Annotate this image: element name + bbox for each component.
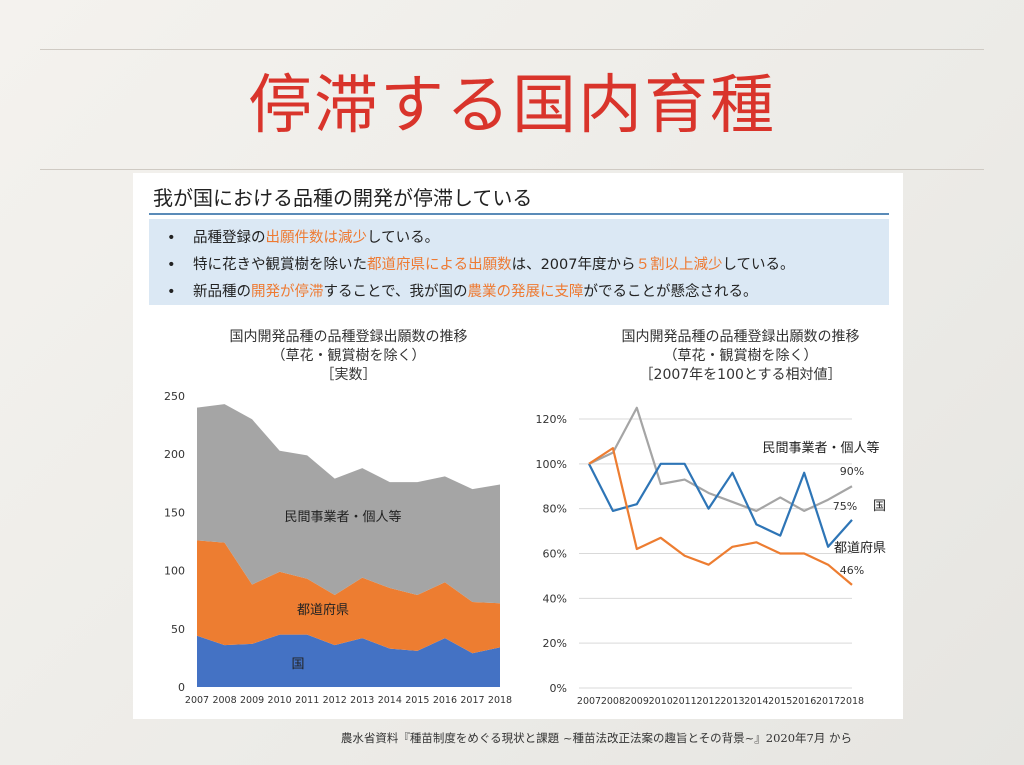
- highlight-text: 都道府県による出願数: [367, 257, 512, 273]
- subtitle-rule: [149, 213, 889, 215]
- chart2-y-tick: 40%: [543, 592, 567, 605]
- chart2-y-tick: 0%: [550, 682, 567, 695]
- chart1-series-label: 都道府県: [297, 603, 349, 618]
- bullet-dot: •: [167, 257, 176, 273]
- chart1-x-tick: 2016: [433, 695, 457, 706]
- chart2-x-tick: 2009: [625, 696, 649, 707]
- chart1-series-label: 民間事業者・個人等: [284, 509, 401, 525]
- chart2-x-tick: 2018: [840, 696, 864, 707]
- chart2-end-label: 75%: [833, 500, 857, 513]
- content-panel: 我が国における品種の開発が停滞している • 品種登録の出願件数は減少している。 •…: [133, 173, 903, 719]
- chart1-title-line: 国内開発品種の品種登録出願数の推移: [230, 329, 468, 345]
- chart1-title-line: ［実数］: [321, 367, 377, 383]
- chart1-y-tick: 100: [164, 565, 185, 578]
- bullet-text: することで、我が国の: [323, 284, 468, 300]
- chart1-x-tick: 2014: [378, 695, 402, 706]
- chart1-series-label: 国: [291, 657, 304, 672]
- chart1-area-1: [197, 540, 500, 654]
- chart1-x-tick: 2017: [460, 695, 484, 706]
- chart2-x-tick: 2014: [744, 696, 768, 707]
- chart2-title-line: 国内開発品種の品種登録出願数の推移: [622, 329, 860, 345]
- bullet-box: • 品種登録の出願件数は減少している。 • 特に花きや観賞樹を除いた都道府県による出…: [149, 219, 889, 305]
- charts-svg: 国内開発品種の品種登録出願数の推移 （草花・観賞樹を除く） ［実数］ 0 50 100 15…: [164, 329, 886, 707]
- highlight-text: 開発が停滞: [251, 284, 324, 300]
- title-rule: [40, 169, 984, 170]
- chart1-y-tick: 0: [178, 681, 185, 694]
- bullet-text: している。: [722, 257, 795, 273]
- chart2-x-tick: 2007: [577, 696, 601, 707]
- bullet-dot: •: [167, 284, 176, 300]
- chart2-end-label: 46%: [840, 564, 864, 577]
- chart1-x-tick: 2015: [405, 695, 429, 706]
- chart2-end-label: 90%: [840, 465, 864, 478]
- chart2-x-tick: 2011: [673, 696, 697, 707]
- chart2-x-tick: 2017: [816, 696, 840, 707]
- chart1-x-tick: 2010: [268, 695, 292, 706]
- bullet-text: がでることが懸念される。: [583, 284, 758, 300]
- chart1-x-tick: 2011: [295, 695, 319, 706]
- chart2-title-line: （草花・観賞樹を除く）: [664, 347, 818, 364]
- chart2-y-tick: 100%: [536, 458, 567, 471]
- chart1-x-tick: 2007: [185, 695, 209, 706]
- source-credit: 農水省資料『種苗制度をめぐる現状と課題 ~種苗法改正法案の趣旨とその背景~』20…: [340, 731, 852, 745]
- chart1-area-2: [197, 404, 500, 604]
- chart1-x-tick: 2018: [488, 695, 512, 706]
- chart1-x-tick: 2013: [350, 695, 374, 706]
- bullet-item: • 特に花きや観賞樹を除いた都道府県による出願数は、2007年度から５割以上減少し…: [167, 253, 795, 274]
- chart2-title-line: ［2007年を100とする相対値］: [640, 367, 842, 383]
- bullet-text: 品種登録の: [193, 230, 266, 246]
- chart2-x-tick: 2012: [696, 696, 720, 707]
- chart2-x-tick: 2016: [792, 696, 816, 707]
- chart2-x-tick: 2015: [768, 696, 792, 707]
- chart2-x-tick: 2010: [649, 696, 673, 707]
- chart2-line-2: [588, 447, 853, 586]
- chart1-x-tick: 2008: [212, 695, 236, 706]
- bullet-text: している。: [367, 230, 440, 246]
- chart2-x-tick: 2008: [601, 696, 625, 707]
- chart1-y-tick: 200: [164, 448, 185, 461]
- bullet-text: 特に花きや観賞樹を除いた: [193, 257, 367, 273]
- chart1-title-line: （草花・観賞樹を除く）: [272, 347, 426, 364]
- panel-subtitle: 我が国における品種の開発が停滞している: [153, 186, 533, 210]
- bullet-text: は、2007年度から: [511, 257, 636, 273]
- highlight-text: 農業の発展に支障: [467, 284, 584, 300]
- chart2-y-tick: 60%: [543, 548, 567, 561]
- top-rule: [40, 49, 984, 50]
- slide-title: 停滞する国内育種: [248, 69, 776, 143]
- bullet-item: • 品種登録の出願件数は減少している。: [167, 226, 439, 247]
- chart2-line-0: [588, 406, 853, 513]
- highlight-text: ５割以上減少: [635, 257, 723, 273]
- bullet-text: 新品種の: [193, 284, 251, 300]
- chart2-line-1: [588, 462, 853, 548]
- chart1-x-tick: 2012: [323, 695, 347, 706]
- bullet-dot: •: [167, 230, 176, 246]
- highlight-text: 出願件数は減少: [265, 230, 368, 246]
- chart2-series-label: 国: [873, 499, 886, 514]
- chart2-series-label: 都道府県: [834, 541, 886, 556]
- chart2-y-tick: 120%: [536, 413, 567, 426]
- chart1-y-tick: 50: [171, 623, 185, 636]
- bullet-item: • 新品種の開発が停滞することで、我が国の農業の発展に支障がでることが懸念される。: [167, 280, 757, 301]
- chart2-y-tick: 20%: [543, 637, 567, 650]
- chart1-y-tick: 250: [164, 390, 185, 403]
- chart2-y-tick: 80%: [543, 503, 567, 516]
- chart2-x-tick: 2013: [720, 696, 744, 707]
- chart2-series-label: 民間事業者・個人等: [762, 440, 879, 456]
- chart1-y-tick: 150: [164, 506, 185, 519]
- chart1-x-tick: 2009: [240, 695, 264, 706]
